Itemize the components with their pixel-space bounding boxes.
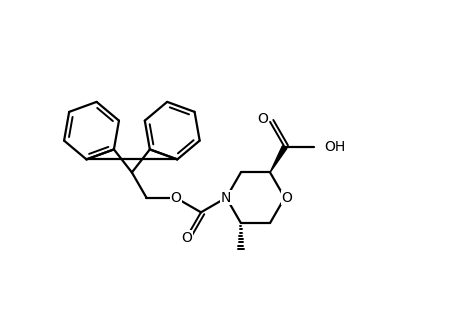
Text: N: N	[221, 191, 231, 205]
Text: OH: OH	[324, 140, 346, 154]
Text: O: O	[181, 230, 192, 244]
Text: O: O	[258, 112, 268, 126]
Text: O: O	[282, 191, 292, 205]
Text: O: O	[170, 191, 181, 205]
Polygon shape	[270, 146, 287, 172]
